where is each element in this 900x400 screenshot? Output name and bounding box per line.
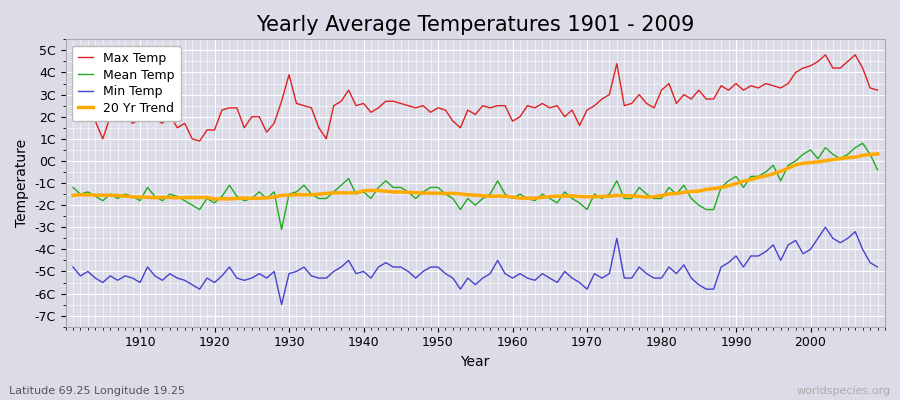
Max Temp <box>507 119 517 124</box>
Mean Temp <box>515 192 526 196</box>
20 Yr Trend <box>68 193 78 198</box>
20 Yr Trend <box>299 192 310 197</box>
Mean Temp <box>343 176 354 181</box>
Max Temp <box>68 110 78 115</box>
Max Temp <box>343 88 354 92</box>
20 Yr Trend <box>507 195 517 200</box>
Min Temp <box>299 265 310 270</box>
Max Temp <box>127 121 138 126</box>
Min Temp <box>68 265 78 270</box>
Title: Yearly Average Temperatures 1901 - 2009: Yearly Average Temperatures 1901 - 2009 <box>256 15 695 35</box>
20 Yr Trend <box>515 196 526 200</box>
Min Temp <box>515 271 526 276</box>
20 Yr Trend <box>127 194 138 199</box>
Text: Latitude 69.25 Longitude 19.25: Latitude 69.25 Longitude 19.25 <box>9 386 185 396</box>
Min Temp <box>604 271 615 276</box>
Max Temp <box>515 114 526 119</box>
Max Temp <box>194 139 205 144</box>
X-axis label: Year: Year <box>461 355 490 369</box>
Min Temp <box>127 276 138 280</box>
Y-axis label: Temperature: Temperature <box>15 139 29 227</box>
Legend: Max Temp, Mean Temp, Min Temp, 20 Yr Trend: Max Temp, Mean Temp, Min Temp, 20 Yr Tre… <box>72 46 181 121</box>
Line: Min Temp: Min Temp <box>73 227 878 305</box>
Mean Temp <box>858 141 868 146</box>
20 Yr Trend <box>343 190 354 195</box>
Mean Temp <box>507 196 517 201</box>
Line: Max Temp: Max Temp <box>73 55 878 141</box>
Mean Temp <box>127 194 138 199</box>
Min Temp <box>872 265 883 270</box>
Line: Mean Temp: Mean Temp <box>73 143 878 230</box>
Line: 20 Yr Trend: 20 Yr Trend <box>73 154 878 199</box>
Mean Temp <box>276 227 287 232</box>
Min Temp <box>507 276 517 280</box>
Mean Temp <box>604 192 615 196</box>
Max Temp <box>604 92 615 97</box>
Min Temp <box>276 302 287 307</box>
20 Yr Trend <box>872 152 883 156</box>
Mean Temp <box>872 167 883 172</box>
Mean Temp <box>68 185 78 190</box>
Min Temp <box>343 258 354 263</box>
Max Temp <box>299 103 310 108</box>
Text: worldspecies.org: worldspecies.org <box>796 386 891 396</box>
Max Temp <box>872 88 883 92</box>
20 Yr Trend <box>209 197 220 202</box>
Min Temp <box>820 225 831 230</box>
20 Yr Trend <box>604 194 615 198</box>
Max Temp <box>820 52 831 57</box>
Mean Temp <box>299 183 310 188</box>
